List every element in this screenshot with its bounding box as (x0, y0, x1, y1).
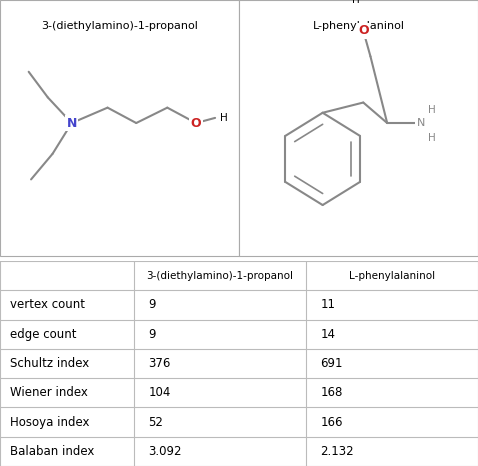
Text: N: N (66, 116, 77, 130)
Text: H: H (352, 0, 360, 5)
Text: Hosoya index: Hosoya index (10, 416, 89, 429)
Text: 168: 168 (320, 386, 343, 399)
Text: N: N (416, 118, 425, 128)
Text: Schultz index: Schultz index (10, 357, 89, 370)
Text: vertex count: vertex count (10, 298, 85, 311)
Text: 3.092: 3.092 (148, 445, 182, 458)
Text: H: H (428, 105, 435, 116)
Text: 3-(diethylamino)-1-propanol: 3-(diethylamino)-1-propanol (41, 21, 198, 30)
Text: O: O (358, 24, 369, 37)
Text: H: H (428, 133, 435, 143)
Text: 2.132: 2.132 (320, 445, 354, 458)
Text: 11: 11 (320, 298, 335, 311)
Text: L-phenylalaninol: L-phenylalaninol (313, 21, 404, 30)
FancyBboxPatch shape (0, 0, 239, 256)
Text: 104: 104 (148, 386, 171, 399)
Text: O: O (191, 116, 201, 130)
Text: Wiener index: Wiener index (10, 386, 87, 399)
Text: 166: 166 (320, 416, 343, 429)
Text: 376: 376 (148, 357, 171, 370)
Text: L-phenylalaninol: L-phenylalaninol (349, 271, 435, 281)
Text: 691: 691 (320, 357, 343, 370)
Text: 9: 9 (148, 298, 156, 311)
Text: 9: 9 (148, 328, 156, 341)
Text: 3-(diethylamino)-1-propanol: 3-(diethylamino)-1-propanol (146, 271, 293, 281)
Text: edge count: edge count (10, 328, 76, 341)
FancyBboxPatch shape (239, 0, 478, 256)
Text: H: H (220, 113, 228, 123)
Text: Balaban index: Balaban index (10, 445, 94, 458)
Text: 52: 52 (148, 416, 163, 429)
Text: 14: 14 (320, 328, 335, 341)
